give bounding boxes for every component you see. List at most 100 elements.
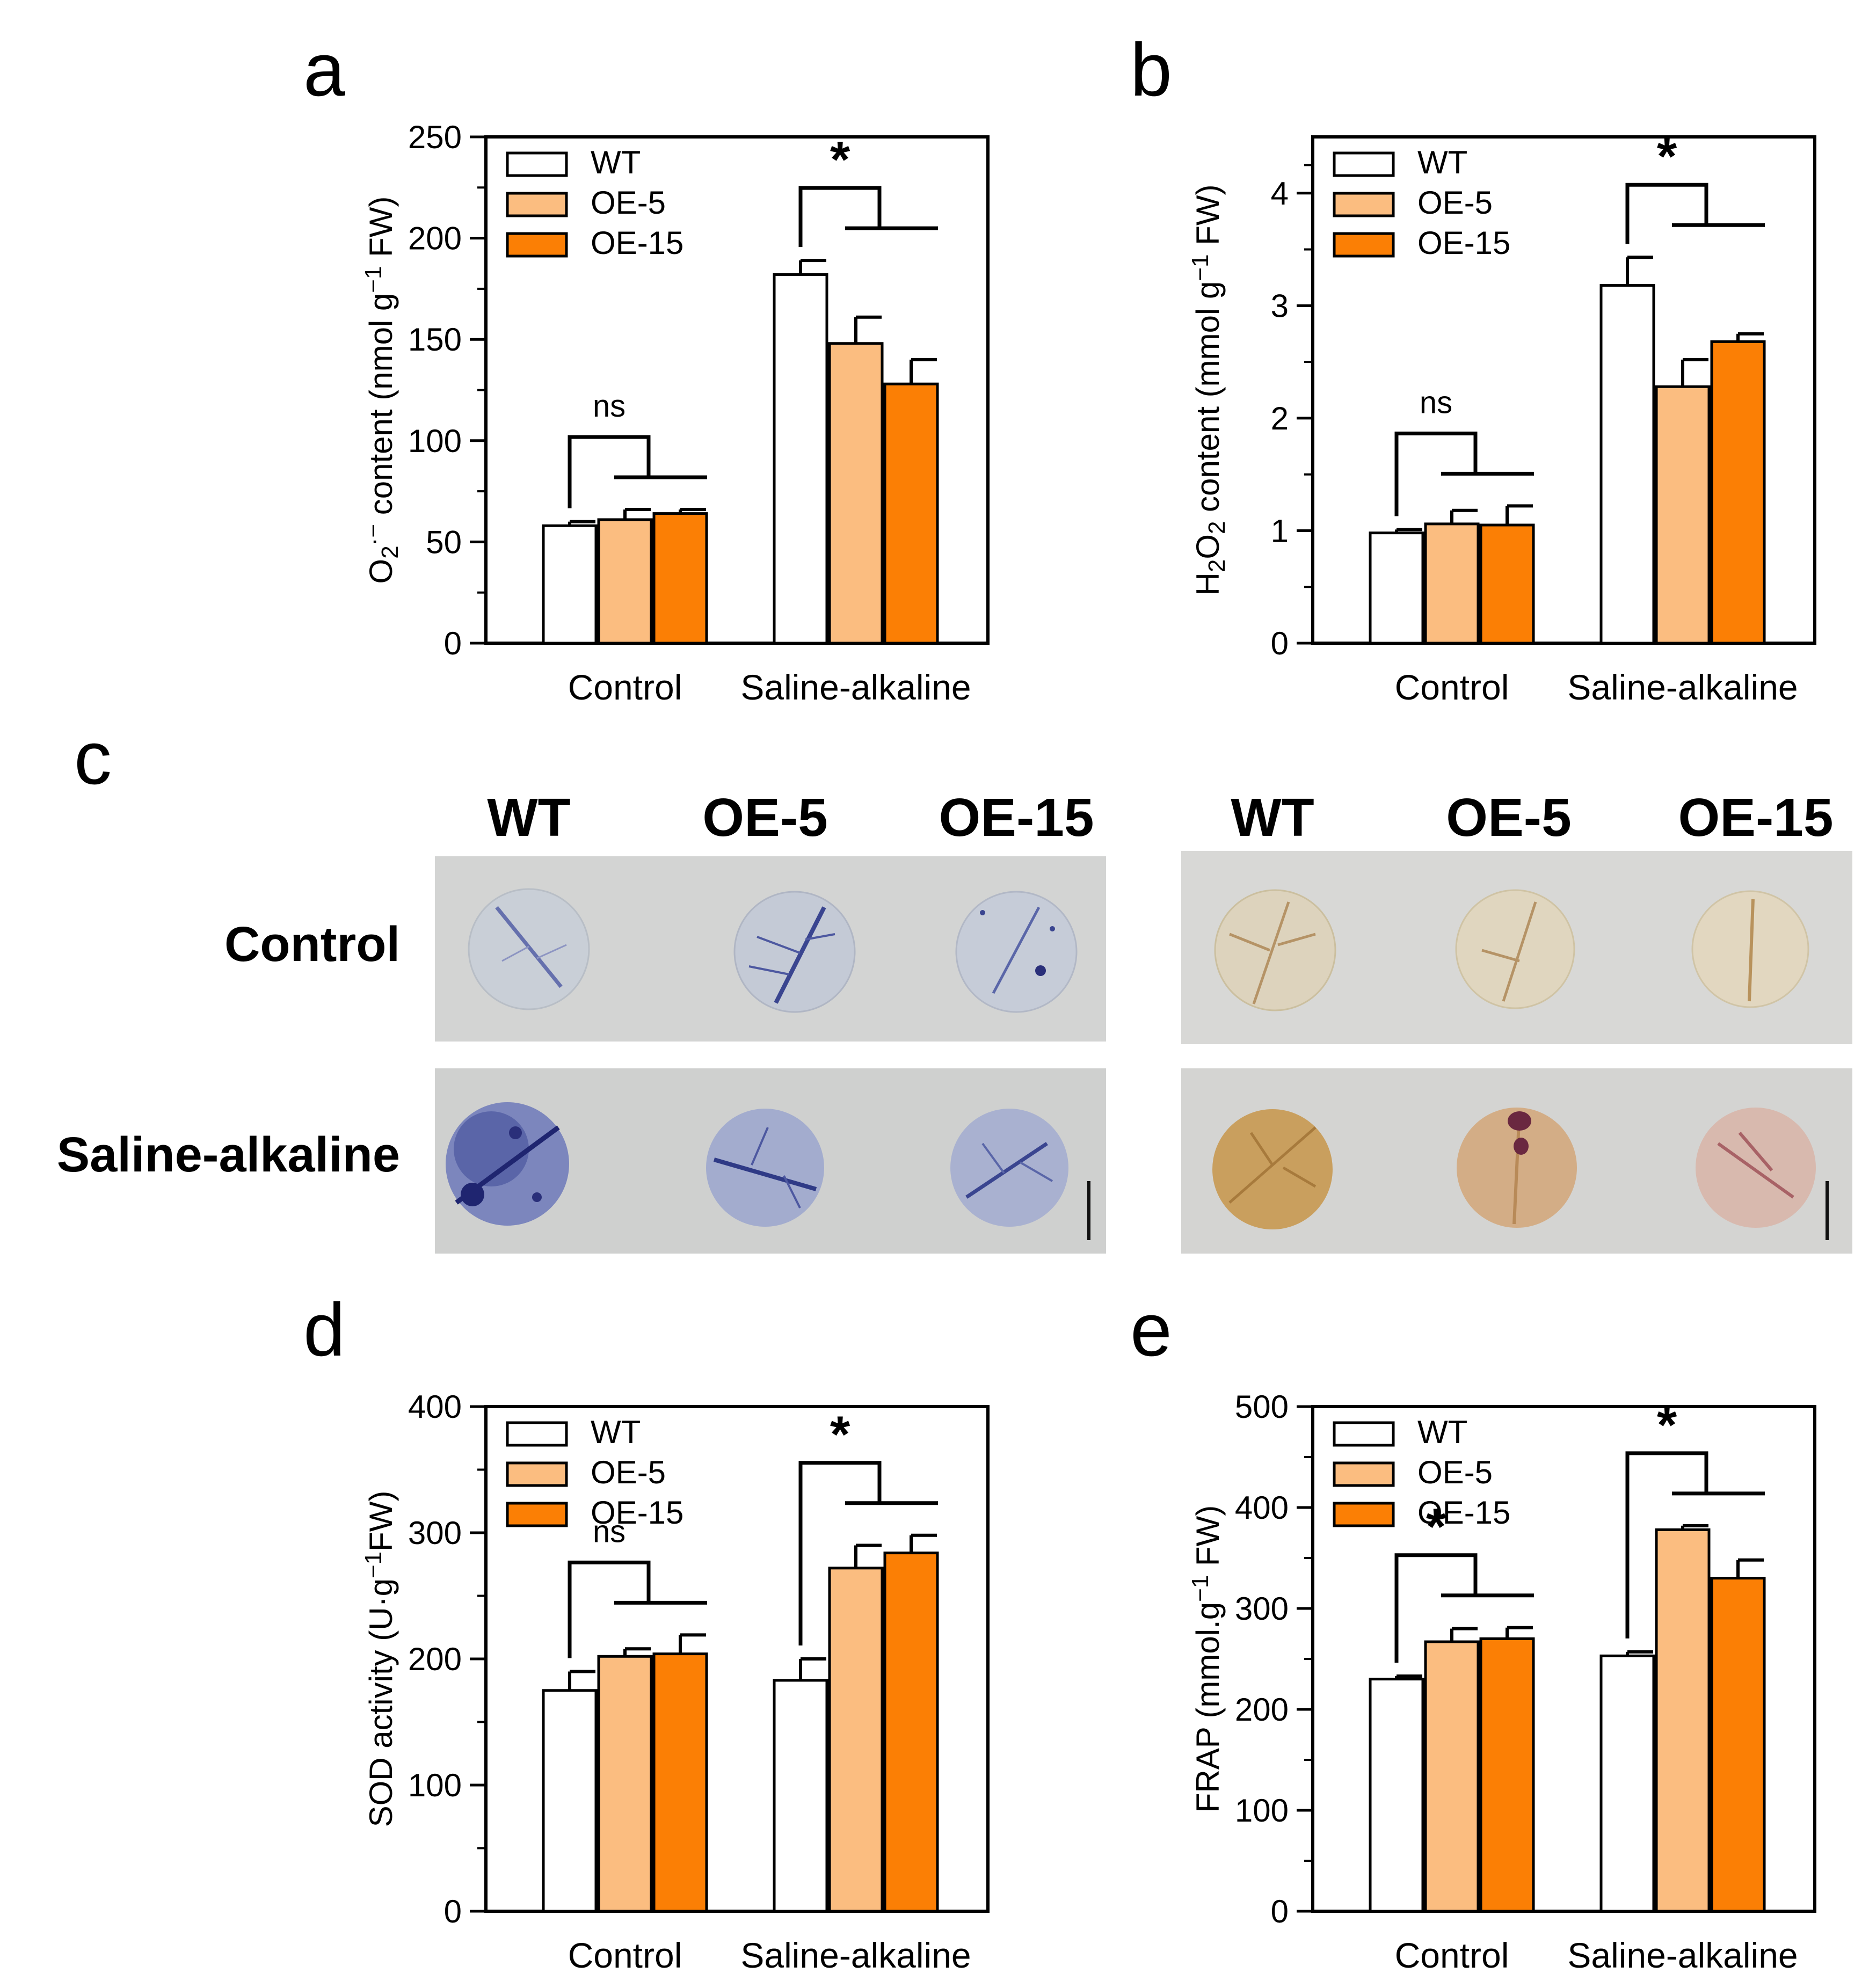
bar-oe-15-control (652, 1652, 708, 1913)
significance-label: * (1657, 1396, 1677, 1454)
significance-bracket (798, 186, 882, 247)
y-tick-label: 0 (1271, 625, 1289, 661)
category-label-control: Control (568, 667, 682, 707)
nbt-leaf-control-oe5 (733, 891, 856, 1013)
legend-swatch-oe-15 (506, 232, 568, 258)
bar-oe-5-saline-alkaline (828, 1567, 884, 1913)
bar-oe-5-saline-alkaline (828, 342, 884, 645)
significance-label: ns (593, 1514, 626, 1549)
y-axis-title-part: O (363, 559, 399, 584)
legend-swatch-oe-5 (1333, 1461, 1395, 1487)
significance-bracket (568, 435, 651, 508)
y-axis-title-part: FW) (1190, 1505, 1226, 1575)
chart-e-frap: 0 100 200 300 400 500 Control Saline-alkaline * *… (1187, 1389, 1816, 1975)
nbt-col-header-oe15: OE-15 (939, 788, 1094, 848)
nbt-col-header-oe5: OE-5 (702, 788, 827, 848)
y-tick-label: 200 (408, 1641, 462, 1677)
bar-oe-15-saline-alkaline (883, 382, 939, 645)
bar-oe-15-saline-alkaline (1710, 340, 1766, 645)
y-axis-title-part: −1 (1187, 1575, 1213, 1602)
chart-a-superoxide: 0 50 100 150 200 250 Control Saline-alkaline ns *… (360, 119, 990, 707)
y-tick-label: 1 (1271, 513, 1289, 549)
dab-leaf-stress-wt (1212, 1109, 1333, 1229)
bar-wt-saline-alkaline (1599, 284, 1655, 645)
row-label-control: Control (224, 917, 400, 972)
legend-swatch-oe-5 (1333, 192, 1395, 217)
bar-wt-control (1369, 1678, 1424, 1913)
y-axis-title-part: 2 (1204, 521, 1230, 534)
significance-bracket (1394, 1553, 1478, 1663)
y-axis-title-part: 2 (1204, 559, 1230, 572)
y-tick-label: 100 (408, 1767, 462, 1803)
legend-swatch-oe-15 (506, 1502, 568, 1527)
panel-letter-b: b (1130, 27, 1172, 112)
nbt-leaf-stress-oe5 (706, 1109, 824, 1227)
y-tick-label: 200 (408, 221, 462, 257)
bar-oe-5-control (1424, 522, 1480, 645)
y-axis-title: H2O2 content (mmol g−1 FW) (1187, 185, 1230, 596)
dab-col-header-wt: WT (1231, 788, 1314, 848)
y-tick-label: 400 (408, 1389, 462, 1425)
y-axis-title-part: 2 (377, 545, 403, 558)
y-axis-title-part: H (1190, 572, 1226, 595)
bar-oe-15-control (1479, 523, 1535, 645)
bar-wt-control (542, 1689, 598, 1913)
nbt-leaf-stress-oe15 (950, 1109, 1068, 1227)
category-label-saline-alkaline: Saline-alkaline (1567, 1935, 1798, 1975)
legend-label-wt: WT (1417, 144, 1467, 180)
bar-oe-5-control (1424, 1640, 1480, 1913)
panel-letter-c: c (74, 716, 112, 800)
significance-bracket (1625, 183, 1708, 244)
y-tick-label: 300 (408, 1515, 462, 1551)
legend-label-oe-5: OE-5 (591, 1454, 666, 1490)
y-axis-title-part: FRAP (mmol.g (1190, 1602, 1226, 1812)
dab-leaf-control-oe15 (1691, 890, 1809, 1008)
y-tick-label: 150 (408, 322, 462, 358)
y-tick-label: 3 (1271, 288, 1289, 324)
plot-frame (1311, 135, 1816, 645)
bar-oe-5-saline-alkaline (1655, 1528, 1711, 1913)
y-axis-title-part: FW) (363, 1491, 399, 1552)
y-tick-label: 500 (1235, 1389, 1289, 1425)
bar-oe-15-control (1479, 1637, 1535, 1913)
nbt-leaf-control-wt (468, 888, 590, 1010)
category-label-control: Control (568, 1935, 682, 1975)
y-tick-label: 400 (1235, 1490, 1289, 1526)
y-tick-label: 100 (1235, 1793, 1289, 1829)
dab-leaf-control-wt (1214, 889, 1336, 1011)
y-tick-label: 300 (1235, 1591, 1289, 1627)
significance-label: * (1657, 128, 1677, 185)
legend-label-oe-15: OE-15 (1417, 225, 1510, 261)
legend-label-oe-15: OE-15 (1417, 1495, 1510, 1531)
legend-swatch-oe-15 (1333, 1502, 1395, 1527)
nbt-leaf-stress-wt (446, 1102, 569, 1226)
legend-swatch-oe-15 (1333, 232, 1395, 258)
legend-label-wt: WT (591, 1414, 641, 1450)
legend-swatch-oe-5 (506, 192, 568, 217)
bar-wt-control (1369, 531, 1424, 645)
legend-label-oe-15: OE-15 (591, 1495, 683, 1531)
bar-oe-15-control (652, 512, 708, 645)
legend-swatch-wt (506, 1421, 568, 1447)
chart-b-hydrogen-peroxide: 0 1 2 3 4 Control Saline-alkaline ns * WT OE-5 OE-1… (1187, 128, 1816, 707)
y-axis-title-part: FW) (1190, 185, 1226, 254)
legend-label-wt: WT (591, 144, 641, 180)
significance-label: ns (1420, 385, 1452, 420)
category-label-saline-alkaline: Saline-alkaline (740, 1935, 971, 1975)
bar-wt-saline-alkaline (773, 273, 828, 645)
bar-oe-5-saline-alkaline (1655, 385, 1711, 645)
y-axis-title-part: −1 (360, 1552, 387, 1578)
y-tick-label: 4 (1271, 176, 1289, 212)
significance-label: ns (593, 389, 626, 424)
y-axis-title-part: ·− (360, 524, 387, 545)
panel-letter-a: a (303, 27, 345, 112)
y-tick-label: 200 (1235, 1692, 1289, 1728)
panel-letter-d: d (303, 1287, 345, 1372)
category-label-control: Control (1395, 1935, 1509, 1975)
nbt-leaf-control-oe15 (955, 891, 1078, 1013)
nbt-col-header-wt: WT (487, 788, 570, 848)
significance-label: * (1426, 1498, 1446, 1556)
nbt-scale-bar (1087, 1181, 1090, 1240)
category-label-saline-alkaline: Saline-alkaline (740, 667, 971, 707)
